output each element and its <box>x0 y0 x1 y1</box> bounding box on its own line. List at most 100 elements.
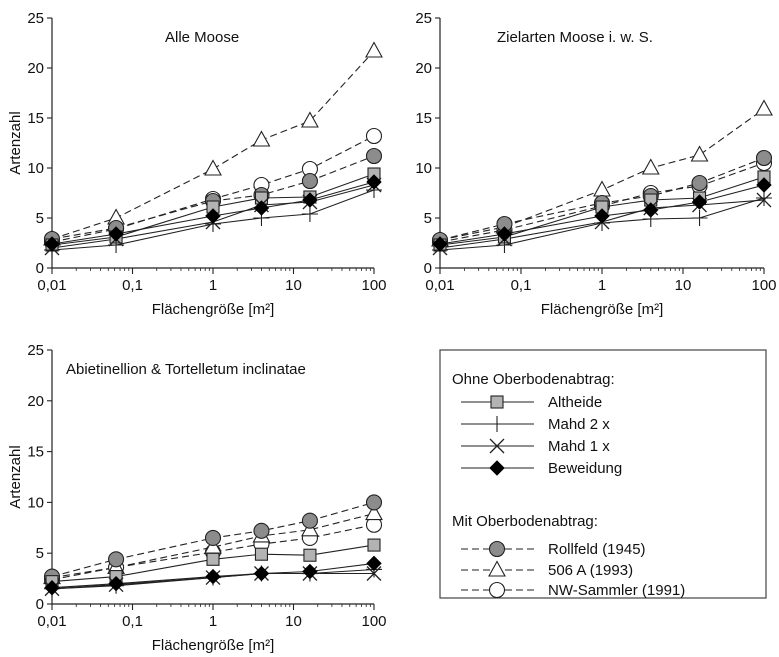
data-point-mahd-1-x <box>756 192 772 208</box>
data-point-beweidung <box>302 563 318 580</box>
x-tick-label: 100 <box>751 277 776 294</box>
data-point-beweidung <box>302 192 318 208</box>
y-tick-label: 5 <box>424 210 432 227</box>
x-axis-label: Flächengröße [m²] <box>152 637 275 654</box>
legend-marker <box>489 460 505 476</box>
data-point-rollfeld-1945- <box>204 529 222 547</box>
series-line-beweidung <box>439 184 765 245</box>
data-point-altheide <box>303 548 317 562</box>
data-point-506-a-1993- <box>365 503 383 521</box>
x-tick-label: 100 <box>361 613 386 630</box>
series-line-mahd-2-x <box>439 197 765 251</box>
y-tick-label: 10 <box>27 494 44 511</box>
legend: Ohne Oberbodenabtrag: Mit Oberbodenabtrag… <box>439 349 767 599</box>
data-point-beweidung <box>691 194 708 210</box>
y-axis-label: Artenzahl <box>7 445 24 508</box>
x-tick-label: 10 <box>675 277 692 294</box>
data-point-506-a-1993- <box>690 145 709 162</box>
data-point-altheide <box>254 547 269 561</box>
series-line-mahd-1-x <box>439 199 765 249</box>
data-point-nw-sammler-1991- <box>365 127 383 145</box>
panel-title: Alle Moose <box>165 29 239 46</box>
x-tick-label: 0,01 <box>37 277 66 294</box>
y-tick-label: 25 <box>27 10 44 27</box>
y-tick-label: 0 <box>424 260 432 277</box>
series-line-506-a-1993- <box>51 50 375 240</box>
legend-marker <box>488 581 506 599</box>
x-tick-label: 100 <box>361 277 386 294</box>
data-point-beweidung <box>594 208 610 224</box>
x-axis-label: Flächengröße [m²] <box>152 301 275 318</box>
x-tick-label: 10 <box>285 613 302 630</box>
data-point-506-a-1993- <box>365 41 383 58</box>
data-point-beweidung <box>205 208 221 224</box>
legend-label: Mahd 1 x <box>548 438 610 455</box>
series-line-506-a-1993- <box>439 108 765 241</box>
series-line-beweidung <box>51 181 375 245</box>
data-point-rollfeld-1945- <box>301 172 318 190</box>
data-point-beweidung <box>44 236 60 252</box>
legend-marker <box>490 395 504 409</box>
x-tick-label: 1 <box>209 613 217 630</box>
data-point-beweidung <box>108 226 124 242</box>
data-point-beweidung <box>432 236 448 252</box>
y-tick-label: 25 <box>415 10 432 27</box>
series-line-altheide <box>51 544 375 583</box>
data-point-mahd-2-x <box>691 210 708 226</box>
x-tick-label: 1 <box>209 277 217 294</box>
data-point-rollfeld-1945- <box>365 494 383 511</box>
series-line-rollfeld-1945- <box>439 157 765 241</box>
series-line-mahd-1-x <box>51 184 375 249</box>
data-point-506-a-1993- <box>204 159 222 176</box>
y-tick-label: 20 <box>415 60 432 77</box>
series-line-nw-sammler-1991- <box>51 135 375 243</box>
y-tick-label: 0 <box>36 260 44 277</box>
legend-label: 506 A (1993) <box>548 562 633 579</box>
data-point-rollfeld-1945- <box>108 551 125 568</box>
x-tick-label: 0,1 <box>511 277 532 294</box>
legend-label: Rollfeld (1945) <box>548 541 646 558</box>
legend-box <box>439 349 767 599</box>
data-point-506-a-1993- <box>641 158 660 175</box>
legend-group-title: Mit Oberbodenabtrag: <box>452 513 598 530</box>
chart-panel-2: 0 5 10 15 20 25 0,01 0,1 1 10 100 Flächengröße [m²]… <box>415 10 776 318</box>
x-axis-label: Flächengröße [m²] <box>541 301 664 318</box>
y-tick-label: 15 <box>27 444 44 461</box>
x-tick-label: 0,01 <box>425 277 454 294</box>
series-line-mahd-2-x <box>51 189 375 251</box>
y-tick-label: 0 <box>36 596 44 613</box>
legend-marker <box>488 560 506 577</box>
data-point-mahd-2-x <box>301 206 318 222</box>
data-point-rollfeld-1945- <box>365 147 383 165</box>
data-point-beweidung <box>366 174 382 190</box>
data-point-beweidung <box>253 200 270 216</box>
series-line-altheide <box>51 173 375 246</box>
data-point-506-a-1993- <box>755 99 773 116</box>
series-line-nw-sammler-1991- <box>51 524 375 581</box>
chart-panel-3: 0 5 10 15 20 25 0,01 0,1 1 10 100 Flächengröße [m²]… <box>7 342 387 654</box>
series-line-altheide <box>439 176 765 246</box>
data-point-beweidung <box>253 565 270 582</box>
data-point-rollfeld-1945- <box>691 174 708 192</box>
legend-marker <box>489 416 505 432</box>
x-tick-label: 10 <box>285 277 302 294</box>
x-tick-label: 0,1 <box>122 277 143 294</box>
x-tick-label: 0,01 <box>37 613 66 630</box>
y-tick-label: 10 <box>415 160 432 177</box>
data-point-506-a-1993- <box>252 130 271 147</box>
legend-label: NW-Sammler (1991) <box>548 582 685 599</box>
data-point-beweidung <box>496 226 513 242</box>
x-tick-label: 0,1 <box>122 613 143 630</box>
series-line-506-a-1993- <box>51 513 375 579</box>
data-point-altheide <box>206 552 220 566</box>
series-line-beweidung <box>51 562 375 589</box>
y-tick-label: 25 <box>27 342 44 359</box>
data-point-beweidung <box>44 580 60 596</box>
legend-label: Altheide <box>548 394 602 411</box>
panel-title: Zielarten Moose i. w. S. <box>497 29 653 46</box>
data-point-beweidung <box>108 575 124 592</box>
legend-marker <box>489 438 505 454</box>
series-line-rollfeld-1945- <box>51 155 375 240</box>
data-point-506-a-1993- <box>593 180 611 197</box>
